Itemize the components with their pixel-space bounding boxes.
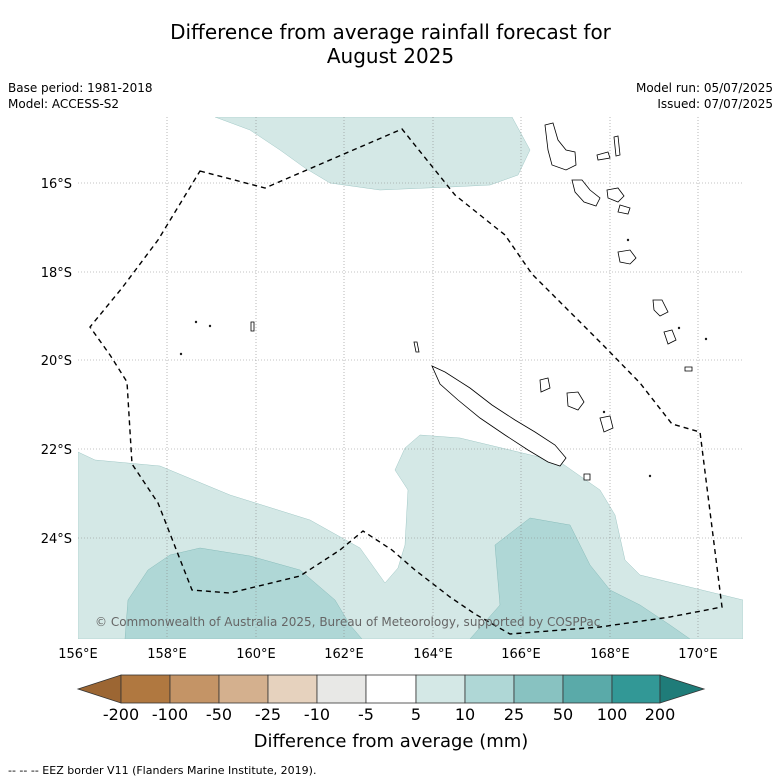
islet-1 — [194, 320, 198, 324]
island-loyalty-2 — [566, 391, 585, 411]
colorbar-segment-9 — [513, 674, 564, 704]
colorbar-segment-8 — [464, 674, 515, 704]
cb-tick-6: -5 — [358, 705, 374, 724]
model-name: Model: ACCESS-S2 — [8, 97, 120, 111]
cb-tick-11: 100 — [597, 705, 628, 724]
lat-label-24s: 24°S — [41, 532, 72, 547]
island-vanuatu-2 — [596, 151, 611, 161]
anomaly-patch-north — [214, 117, 531, 191]
base-period: Base period: 1981-2018 — [8, 81, 153, 95]
cb-tick-2: -100 — [152, 705, 188, 724]
island-espiritu-santo — [544, 122, 577, 171]
title-line-1: Difference from average rainfall forecas… — [170, 20, 611, 44]
lon-label-170e: 170°E — [678, 647, 718, 662]
island-loyalty-1 — [539, 377, 551, 393]
lon-label-168e: 168°E — [590, 647, 630, 662]
colorbar-extend-high — [659, 674, 706, 704]
lat-label-20s: 20°S — [41, 354, 72, 369]
model-info: Base period: 1981-2018 Model: ACCESS-S2 — [8, 80, 153, 112]
lon-label-156e: 156°E — [58, 647, 98, 662]
cb-tick-3: -50 — [206, 705, 232, 724]
lon-label-164e: 164°E — [413, 647, 453, 662]
lon-label-160e: 160°E — [236, 647, 276, 662]
island-aneityum — [663, 329, 677, 345]
island-malakula — [571, 179, 601, 207]
anomaly-band-east — [469, 517, 691, 639]
island-vanuatu-5 — [606, 187, 625, 203]
islet-8 — [602, 410, 606, 414]
cb-tick-4: -25 — [255, 705, 281, 724]
new-caledonia-island — [431, 365, 567, 467]
lon-label-158e: 158°E — [147, 647, 187, 662]
graticule — [78, 117, 743, 639]
lat-axis: 16°S 18°S 20°S 22°S 24°S — [41, 177, 72, 547]
chart-title: Difference from average rainfall forecas… — [0, 20, 781, 68]
colorbar — [76, 674, 706, 704]
lon-axis: 156°E 158°E 160°E 162°E 164°E 166°E 168°… — [58, 647, 718, 662]
island-small-1 — [684, 366, 693, 372]
islet-6 — [648, 474, 652, 478]
island-belep — [413, 341, 420, 353]
cb-tick-8: 10 — [455, 705, 475, 724]
cb-tick-7: 5 — [411, 705, 421, 724]
islet-3 — [179, 352, 183, 356]
eez-source-note: -- -- -- EEZ border V11 (Flanders Marine… — [8, 764, 317, 777]
run-info: Model run: 05/07/2025 Issued: 07/07/2025 — [636, 80, 773, 112]
colorbar-segment-1 — [120, 674, 171, 704]
island-loyalty-3 — [599, 415, 614, 433]
colorbar-segment-10 — [562, 674, 613, 704]
island-vanuatu-7 — [617, 249, 637, 265]
title-line-2: August 2025 — [326, 44, 455, 68]
colorbar-segment-5 — [316, 674, 367, 704]
colorbar-segment-11 — [611, 674, 661, 704]
colorbar-segment-7 — [415, 674, 466, 704]
cb-tick-9: 25 — [504, 705, 524, 724]
lon-label-162e: 162°E — [324, 647, 364, 662]
cb-tick-1: -200 — [103, 705, 139, 724]
model-run-date: Model run: 05/07/2025 — [635, 81, 773, 95]
island-vanuatu-3 — [613, 135, 621, 157]
colorbar-ticks: -200 -100 -50 -25 -10 -5 5 10 25 50 100 … — [103, 705, 675, 724]
cb-tick-10: 50 — [553, 705, 573, 724]
cb-tick-12: 200 — [645, 705, 676, 724]
eez-border — [89, 128, 723, 635]
cb-tick-5: -10 — [304, 705, 330, 724]
islet-7 — [626, 238, 630, 242]
colorbar-segment-6 — [365, 674, 417, 704]
lon-label-166e: 166°E — [501, 647, 541, 662]
island-efate — [617, 204, 631, 215]
islet-4 — [677, 326, 681, 330]
islet-2 — [208, 324, 212, 328]
rainfall-fields — [78, 117, 743, 639]
lat-label-22s: 22°S — [41, 443, 72, 458]
lat-label-18s: 18°S — [41, 266, 72, 281]
colorbar-label: Difference from average (mm) — [254, 731, 529, 752]
coastlines — [179, 122, 708, 481]
issued-date: Issued: 07/07/2025 — [657, 97, 773, 111]
colorbar-segment-2 — [169, 674, 220, 704]
island-pines — [583, 473, 591, 481]
lat-label-16s: 16°S — [41, 177, 72, 192]
island-tanna — [652, 299, 669, 317]
colorbar-segment-3 — [218, 674, 269, 704]
islet-5 — [704, 337, 708, 341]
colorbar-extend-low — [76, 674, 122, 704]
colorbar-segment-4 — [267, 674, 318, 704]
island-chesterfield — [250, 321, 255, 332]
copyright-note: © Commonwealth of Australia 2025, Bureau… — [95, 615, 600, 629]
